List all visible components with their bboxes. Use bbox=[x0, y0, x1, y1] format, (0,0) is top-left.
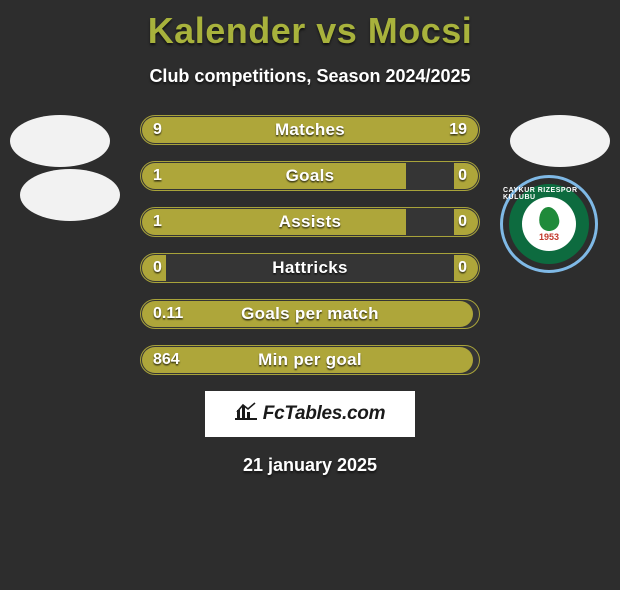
stat-bar: 919Matches bbox=[140, 115, 480, 145]
subtitle: Club competitions, Season 2024/2025 bbox=[0, 66, 620, 87]
player-badge-left-2 bbox=[20, 169, 120, 221]
date-label: 21 january 2025 bbox=[0, 455, 620, 476]
stat-bar: 864Min per goal bbox=[140, 345, 480, 375]
bar-label: Matches bbox=[141, 116, 479, 144]
club-badge-rizespor: CAYKUR RIZESPOR KULUBU 1953 bbox=[500, 175, 598, 273]
stat-bar: 10Assists bbox=[140, 207, 480, 237]
chart-area: CAYKUR RIZESPOR KULUBU 1953 919Matches 10… bbox=[0, 115, 620, 375]
stat-bar: 0.11Goals per match bbox=[140, 299, 480, 329]
stat-bar: 10Goals bbox=[140, 161, 480, 191]
player-badge-left-1 bbox=[10, 115, 110, 167]
club-badge-year: 1953 bbox=[539, 232, 559, 242]
stat-bar: 00Hattricks bbox=[140, 253, 480, 283]
stat-bars: 919Matches 10Goals 10Assists 00Hattricks 0.1… bbox=[140, 115, 480, 375]
bar-label: Goals bbox=[141, 162, 479, 190]
bar-label: Goals per match bbox=[141, 300, 479, 328]
chart-icon bbox=[235, 402, 257, 426]
bar-label: Assists bbox=[141, 208, 479, 236]
bar-label: Hattricks bbox=[141, 254, 479, 282]
leaf-icon bbox=[537, 205, 560, 232]
club-badge-inner: 1953 bbox=[522, 197, 576, 251]
bar-label: Min per goal bbox=[141, 346, 479, 374]
page-title: Kalender vs Mocsi bbox=[0, 10, 620, 52]
brand-banner: FcTables.com bbox=[205, 391, 415, 437]
player-badge-right-1 bbox=[510, 115, 610, 167]
brand-label: FcTables.com bbox=[263, 403, 385, 425]
